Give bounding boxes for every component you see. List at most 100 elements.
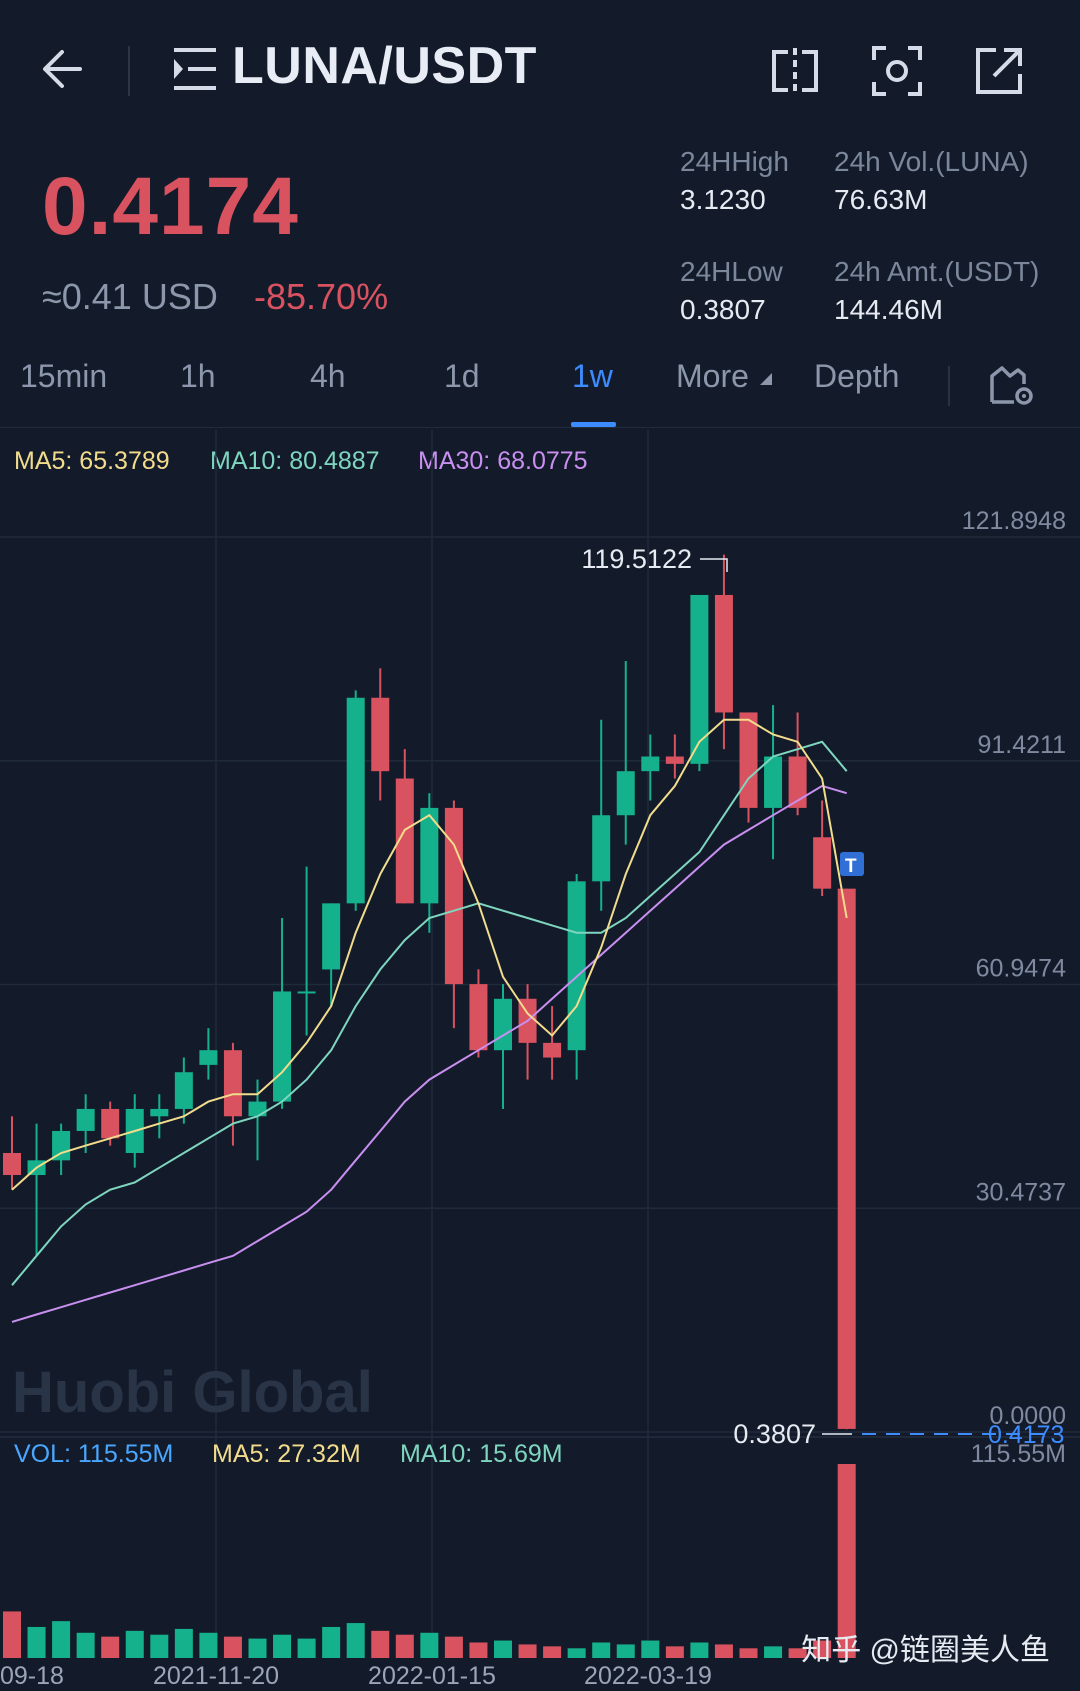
list-menu-icon[interactable] [170, 46, 220, 92]
header-divider [128, 46, 130, 96]
volume-bar [395, 1634, 414, 1658]
24h-low-value: 0.3807 [680, 294, 766, 325]
last-price: 0.4174 [42, 161, 299, 252]
candle-body [764, 756, 783, 808]
candle-body [690, 594, 709, 764]
moving-average-lines [11, 718, 848, 1323]
y-tick-label: 91.4211 [977, 731, 1066, 759]
chart-settings-icon[interactable] [988, 362, 1036, 410]
volume-bar [444, 1636, 463, 1658]
volume-bar [3, 1611, 21, 1658]
24h-amount-value: 144.46M [834, 294, 943, 325]
volume-bar [52, 1621, 71, 1658]
candle-body [837, 888, 856, 1429]
volume-bar [665, 1646, 684, 1658]
back-arrow-icon[interactable] [40, 44, 90, 94]
candle-body [616, 771, 635, 816]
y-tick-label: 121.8948 [962, 507, 1066, 535]
candle-body [371, 697, 390, 772]
ma30-legend: MA30: 68.0775 [418, 447, 588, 475]
volume-bar [837, 1464, 856, 1658]
tab-1w[interactable]: 1w [572, 358, 613, 394]
candle-body [665, 756, 684, 764]
y-tick-label: 0.0000 [990, 1402, 1066, 1430]
volume-bar [174, 1628, 193, 1658]
high-price-annotation: 119.5122 [581, 544, 692, 574]
volume-bar [125, 1630, 144, 1658]
volume-bar [346, 1623, 365, 1658]
volume-bar [739, 1648, 758, 1658]
volume-bar [494, 1640, 512, 1658]
x-tick-label: 09-18 [0, 1662, 64, 1690]
volume-bar [27, 1626, 46, 1658]
timeframe-tabs: 15min 1h 4h 1d 1w More Depth [0, 358, 1080, 428]
candlestick-chart[interactable]: Huobi Global 121.8948 91.4211 60.9474 30.47… [0, 430, 1080, 1691]
candle-body [346, 697, 365, 904]
chart-annotations: 119.5122 0.3807 0.4173 T [581, 544, 1064, 1449]
volume-ma5-legend: MA5: 27.32M [212, 1440, 361, 1468]
volume-bar [592, 1642, 611, 1658]
volume-bar [101, 1636, 120, 1658]
volume-bar [150, 1634, 169, 1658]
candle-body [101, 1108, 120, 1139]
candle-body [714, 594, 733, 713]
zhihu-credit: 知乎 @链圈美人鱼 [801, 1634, 1050, 1667]
volume-bar [223, 1636, 242, 1658]
low-price-annotation: 0.3807 [733, 1419, 816, 1449]
x-tick-label: 2022-03-19 [584, 1662, 712, 1690]
ma10-legend: MA10: 80.4887 [210, 447, 380, 475]
volume-bar [371, 1630, 390, 1658]
candle-body [444, 807, 463, 985]
ma30-line [11, 784, 847, 1323]
volume-bar [518, 1644, 537, 1658]
candles-group [3, 554, 856, 1430]
volume-bar [297, 1638, 316, 1658]
candle-body [788, 756, 807, 808]
24h-volume-value: 76.63M [834, 184, 928, 215]
tab-more[interactable]: More [676, 358, 774, 395]
volume-bar [543, 1646, 562, 1658]
y-axis-labels: 121.8948 91.4211 60.9474 30.4737 0.0000 115.5… [962, 507, 1066, 1468]
y-tick-label: 30.4737 [976, 1178, 1066, 1206]
candle-body [322, 903, 341, 970]
tab-depth[interactable]: Depth [814, 358, 900, 394]
volume-bar [690, 1642, 709, 1658]
volume-bar [76, 1632, 95, 1658]
tabs-border [0, 427, 1080, 428]
volume-bar [322, 1626, 341, 1658]
price-change-percent: -85.70% [254, 276, 389, 317]
share-icon[interactable] [972, 44, 1026, 98]
candle-body [494, 998, 512, 1051]
24h-high-value: 3.1230 [680, 184, 766, 215]
y-tick-label: 60.9474 [976, 955, 1066, 983]
candle-body [3, 1152, 21, 1176]
candle-body [592, 815, 611, 882]
top-bar: LUNA/USDT [0, 0, 1080, 140]
candle-body [76, 1108, 95, 1131]
volume-bar [248, 1638, 267, 1658]
candle-body [174, 1072, 193, 1109]
trade-marker-icon[interactable] [840, 852, 864, 876]
24h-amount-label: 24h Amt.(USDT) [834, 256, 1040, 287]
ma10-line [11, 740, 848, 1286]
24h-high-label: 24HHigh [680, 146, 789, 177]
split-screen-icon[interactable] [768, 44, 822, 98]
candle-body [248, 1101, 267, 1117]
volume-max-label: 115.55M [971, 1440, 1066, 1468]
volume-legend: VOL: 115.55M [14, 1440, 174, 1468]
tab-more-label: More [676, 358, 749, 394]
volume-bar [469, 1642, 488, 1658]
grid-lines [0, 430, 1080, 1655]
tab-1h[interactable]: 1h [180, 358, 216, 394]
tab-1d[interactable]: 1d [444, 358, 480, 394]
high-annotation-leader [700, 558, 728, 572]
volume-bars [3, 1464, 856, 1658]
candle-body [813, 837, 832, 889]
trading-pair-title[interactable]: LUNA/USDT [232, 37, 537, 95]
volume-bar [420, 1632, 439, 1658]
candle-body [273, 991, 292, 1102]
screenshot-icon[interactable] [870, 44, 924, 98]
candle-body [223, 1050, 242, 1117]
tab-4h[interactable]: 4h [310, 358, 346, 394]
tab-15min[interactable]: 15min [20, 358, 108, 394]
